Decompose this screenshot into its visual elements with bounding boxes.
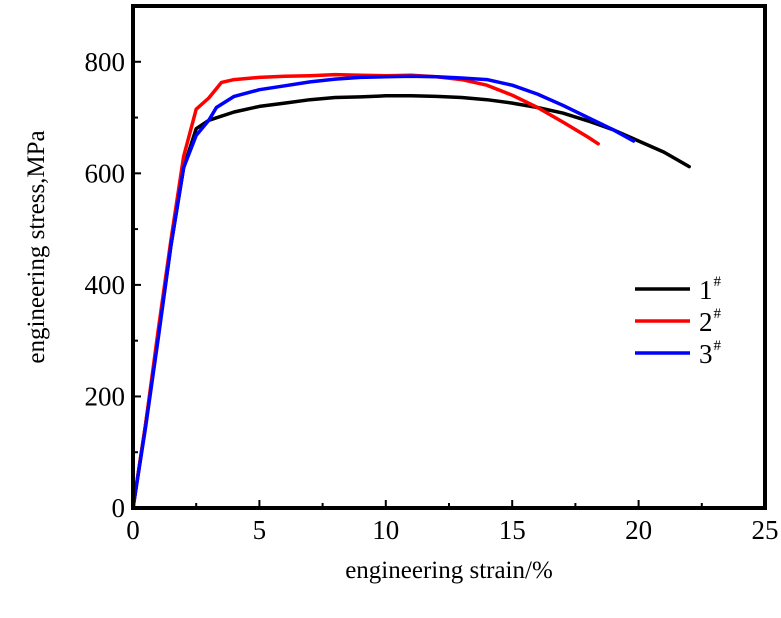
legend-label-3: 3# [699,338,722,369]
series-line-3 [131,74,636,510]
x-tick-label: 20 [625,515,652,545]
legend-label-1: 1# [699,274,722,305]
y-tick-label: 600 [85,158,126,188]
y-tick-label: 400 [85,270,126,300]
y-tick-label: 200 [85,381,126,411]
legend-superscript: # [714,338,722,354]
x-tick-label: 5 [253,515,267,545]
series-layer [131,72,691,510]
axis-layer: 0 5 10 15 20 25 0 200 400 600 800 [85,47,779,545]
legend-superscript: # [714,274,722,290]
legend-superscript: # [714,306,722,322]
x-tick-label: 0 [126,515,140,545]
y-axis-title: engineering stress,MPa [23,130,50,363]
x-axis-title: engineering strain/% [345,557,553,584]
x-tick-label: 15 [499,515,526,545]
y-tick-label: 800 [85,47,126,77]
x-tick-label: 25 [752,515,779,545]
x-tick-label: 10 [372,515,399,545]
series-line-1 [131,94,691,510]
legend: 1#2#3# [635,274,722,369]
y-tick-label: 0 [112,493,126,523]
legend-label-2: 2# [699,306,722,337]
series-line-2 [131,72,600,510]
